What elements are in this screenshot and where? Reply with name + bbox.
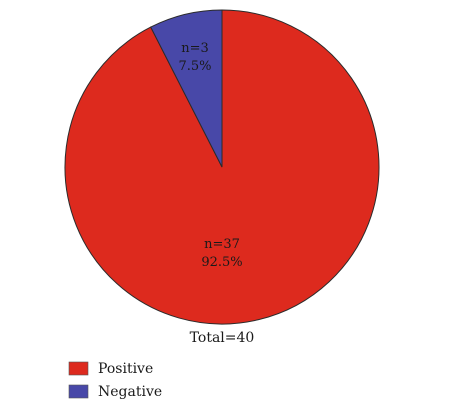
pie-slice-negative	[150, 9, 223, 168]
slice-count-label-positive: n=37	[204, 237, 240, 252]
legend-swatch-positive	[68, 361, 89, 376]
legend-swatch-negative	[68, 384, 89, 399]
legend-label-negative: Negative	[98, 384, 162, 400]
slice-count-label-negative: n=3	[181, 41, 209, 56]
legend: Positive Negative	[68, 361, 162, 400]
slice-percent-label-positive: 92.5%	[201, 255, 242, 270]
pie-slices	[64, 9, 380, 325]
pie-slice-labels: n=37 92.5% n=3 7.5%	[178, 41, 242, 270]
legend-label-positive: Positive	[98, 361, 153, 377]
slice-percent-label-negative: 7.5%	[178, 59, 211, 74]
total-label: Total=40	[190, 330, 255, 346]
